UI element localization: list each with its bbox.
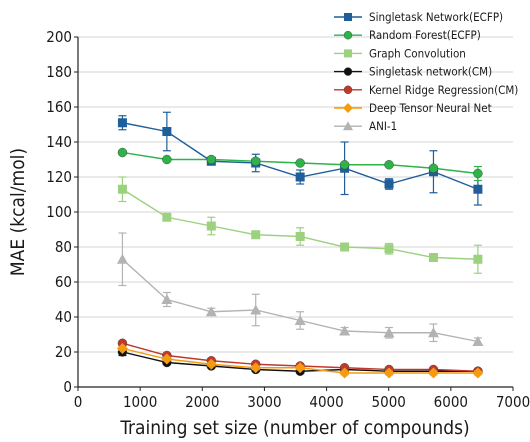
legend-item-2-label: Random Forest(ECFP) <box>369 28 481 42</box>
series-7-point-8 <box>427 327 439 338</box>
series-7-point-4 <box>250 304 262 315</box>
series-3-line <box>122 188 478 260</box>
y-tick-label-120: 120 <box>46 168 72 186</box>
y-tick-label-40: 40 <box>55 308 72 326</box>
series-3-point-5 <box>295 232 305 241</box>
series-2-point-6 <box>339 160 350 170</box>
plot-area <box>116 111 484 379</box>
series-1-point-5 <box>295 172 305 182</box>
series-2-point-1 <box>117 147 128 158</box>
legend-item-6: Deep Tensor Neural Net <box>334 101 492 115</box>
y-tick-label-160: 160 <box>46 98 72 116</box>
legend-item-2: Random Forest(ECFP) <box>334 28 481 42</box>
legend-item-7-marker <box>343 121 353 131</box>
x-tick-label-3000: 3000 <box>247 393 281 411</box>
series-6-point-3 <box>205 358 217 370</box>
y-tick-label-20: 20 <box>55 343 72 361</box>
legend-item-3-marker <box>344 49 352 58</box>
series-2-point-8 <box>428 163 439 173</box>
series-7-point-2 <box>161 294 173 304</box>
y-tick-label-60: 60 <box>55 273 72 291</box>
series-3 <box>117 176 483 274</box>
series-7-point-7 <box>383 327 395 338</box>
series-6-point-8 <box>427 367 439 379</box>
series-6-point-4 <box>250 362 262 374</box>
x-tick-label-7000: 7000 <box>496 393 530 411</box>
legend-item-4-label: Singletask network(CM) <box>369 65 492 79</box>
series-2-point-2 <box>162 154 172 165</box>
legend-item-1-label: Singletask Network(ECFP) <box>369 10 503 24</box>
series-6-point-1 <box>116 343 128 354</box>
series-7-point-9 <box>472 336 484 346</box>
legend-item-4-marker <box>343 67 353 76</box>
series-3-point-8 <box>428 253 438 262</box>
series-6-point-9 <box>472 367 484 379</box>
series-7-point-6 <box>339 325 351 336</box>
series-1-point-1 <box>117 118 127 128</box>
series-2 <box>117 147 483 182</box>
x-tick-label-6000: 6000 <box>434 393 468 411</box>
series-3-point-6 <box>340 242 350 252</box>
series-2-point-4 <box>251 156 261 166</box>
legend-item-3: Graph Convolution <box>334 46 466 60</box>
series-1-point-9 <box>473 184 483 194</box>
series-2-point-9 <box>473 168 483 179</box>
series-3-point-4 <box>251 230 261 240</box>
legend-item-6-marker <box>343 103 353 113</box>
y-tick-label-200: 200 <box>46 28 72 46</box>
series-1-point-7 <box>384 179 394 189</box>
x-tick-label-4000: 4000 <box>309 393 343 411</box>
legend-item-1-marker <box>344 13 352 21</box>
y-axis-title: MAE (kcal/mol) <box>7 148 29 276</box>
series-3-point-7 <box>384 244 394 254</box>
legend-item-7: ANI-1 <box>334 119 397 133</box>
legend-item-1: Singletask Network(ECFP) <box>334 10 503 24</box>
legend-item-2-marker <box>343 31 353 40</box>
series-6-point-2 <box>161 353 173 365</box>
series-6-point-7 <box>383 367 395 379</box>
series-7-point-1 <box>116 253 128 264</box>
series-6-point-5 <box>294 362 306 374</box>
series-7 <box>116 232 484 346</box>
y-tick-label-100: 100 <box>46 203 72 221</box>
legend-item-6-label: Deep Tensor Neural Net <box>369 101 492 115</box>
legend-item-4: Singletask network(CM) <box>334 65 492 79</box>
x-tick-label-1000: 1000 <box>123 393 157 411</box>
legend-item-3-label: Graph Convolution <box>369 46 466 60</box>
series-6 <box>116 343 484 379</box>
series-7-point-5 <box>294 315 306 325</box>
legend-item-7-label: ANI-1 <box>369 119 397 133</box>
series-3-point-3 <box>206 221 216 231</box>
legend-item-5-marker <box>343 85 353 95</box>
series-6-point-6 <box>339 367 351 379</box>
series-2-point-7 <box>384 160 394 170</box>
series-1-point-2 <box>162 127 172 136</box>
series-3-point-2 <box>162 212 172 222</box>
series-2-point-3 <box>206 154 216 165</box>
series-2-point-5 <box>295 158 305 168</box>
y-tick-label-180: 180 <box>46 63 72 81</box>
gridlines <box>78 36 513 353</box>
series-7-point-3 <box>205 306 217 317</box>
legend: Singletask Network(ECFP) Random Forest(EC… <box>334 10 518 133</box>
series-3-point-9 <box>473 254 483 264</box>
y-tick-label-80: 80 <box>55 238 72 256</box>
legend-item-5-label: Kernel Ridge Regression(CM) <box>369 83 518 97</box>
y-tick-label-140: 140 <box>46 133 72 151</box>
series-3-point-1 <box>117 184 127 194</box>
x-tick-label-5000: 5000 <box>372 393 406 411</box>
x-tick-label-2000: 2000 <box>185 393 219 411</box>
legend-item-5: Kernel Ridge Regression(CM) <box>334 83 518 97</box>
x-axis-title: Training set size (number of compounds) <box>119 417 469 439</box>
y-tick-label-0: 0 <box>63 378 72 396</box>
x-tick-label-0: 0 <box>74 393 83 411</box>
